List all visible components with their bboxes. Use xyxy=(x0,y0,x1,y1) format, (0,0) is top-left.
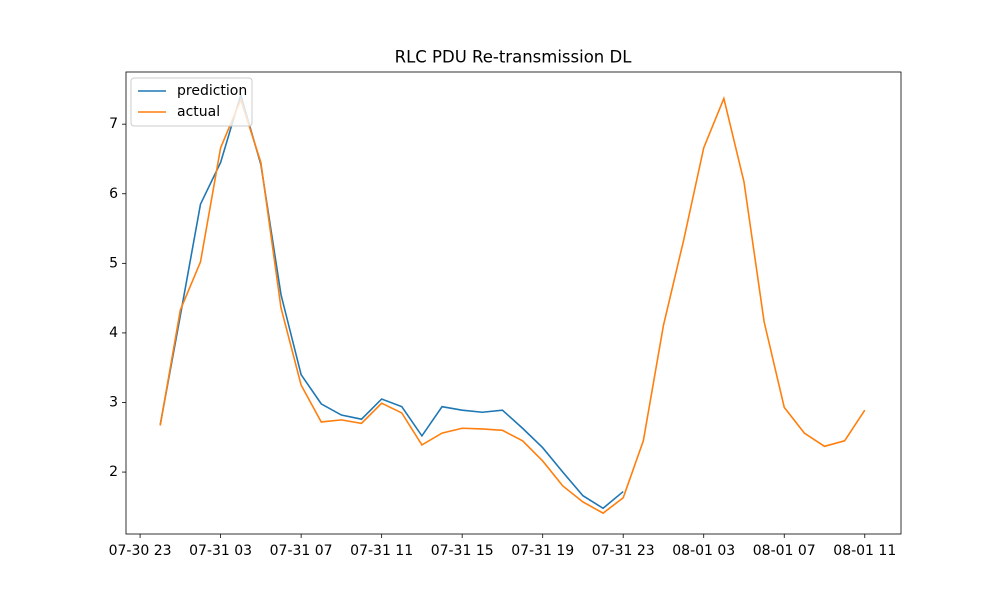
x-tick-label: 07-31 19 xyxy=(511,543,574,559)
chart-title: RLC PDU Re-transmission DL xyxy=(395,48,633,67)
legend-label: actual xyxy=(177,104,220,120)
x-tick-label: 08-01 03 xyxy=(672,543,735,559)
x-tick-label: 07-31 11 xyxy=(350,543,413,559)
y-tick-label: 3 xyxy=(109,394,118,410)
x-tick-label: 07-31 07 xyxy=(270,543,333,559)
x-tick-label: 07-30 23 xyxy=(109,543,172,559)
y-tick-label: 7 xyxy=(109,116,118,132)
y-tick-label: 4 xyxy=(109,325,118,341)
x-tick-label: 07-31 15 xyxy=(431,543,494,559)
y-tick-label: 6 xyxy=(109,186,118,202)
x-tick-label: 08-01 07 xyxy=(753,543,816,559)
legend-box xyxy=(130,77,253,127)
x-tick-label: 07-31 03 xyxy=(189,543,252,559)
series-line xyxy=(159,95,866,515)
legend-label: prediction xyxy=(177,83,247,99)
y-tick-label: 5 xyxy=(109,255,118,271)
x-tick-label: 07-31 23 xyxy=(592,543,655,559)
y-tick-label: 2 xyxy=(109,464,118,480)
legend: prediction actual xyxy=(130,77,253,127)
x-tick-label: 08-01 11 xyxy=(833,543,896,559)
plot-frame xyxy=(125,71,902,535)
